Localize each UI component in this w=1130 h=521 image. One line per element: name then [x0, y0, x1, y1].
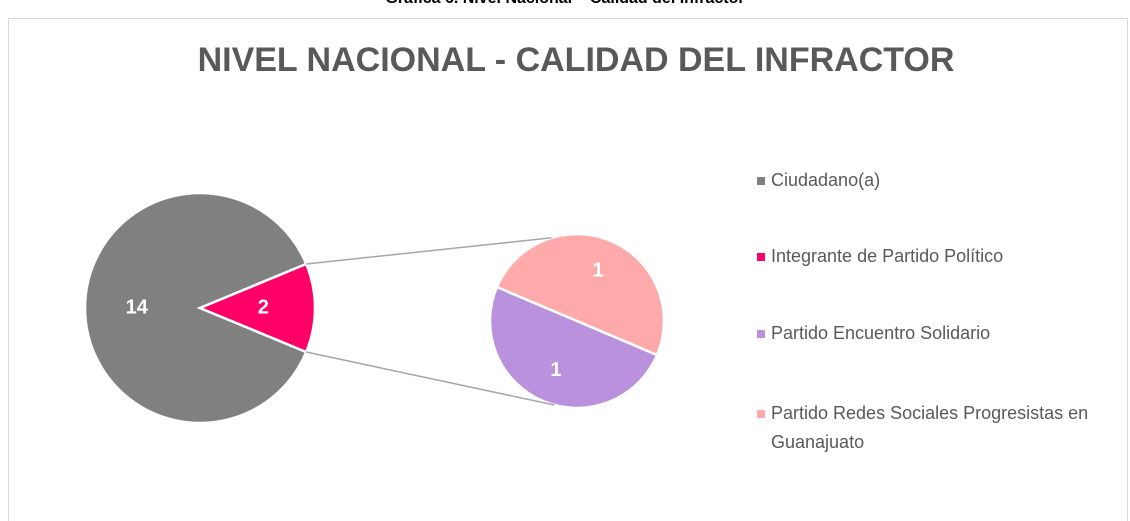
chart-frame: [8, 18, 1128, 521]
connector-line: [306, 237, 552, 265]
data-label: 14: [126, 296, 149, 318]
caption: Gráfica 6. Nivel Nacional – Calidad del …: [0, 0, 1130, 8]
data-label: 2: [258, 296, 269, 318]
pie-slice: [488, 285, 659, 410]
legend-swatch: [757, 177, 765, 185]
pie-slice: [495, 232, 666, 357]
data-label: 1: [550, 359, 561, 381]
legend-item: Partido Redes Sociales Progresistas en G…: [757, 399, 1117, 457]
legend-label: Ciudadano(a): [771, 170, 881, 190]
legend-swatch: [757, 410, 765, 418]
legend-label: Integrante de Partido Político: [771, 246, 1004, 266]
pie-slice: [83, 191, 308, 425]
chart-title: NIVEL NACIONAL - CALIDAD DEL INFRACTOR: [198, 41, 955, 79]
data-label: 1: [593, 260, 604, 282]
legend: Ciudadano(a) Integrante de Partido Políti…: [757, 166, 1117, 457]
legend-label: Partido Redes Sociales Progresistas en G…: [771, 403, 1089, 452]
legend-label: Partido Encuentro Solidario: [771, 323, 991, 343]
legend-item: Ciudadano(a): [757, 166, 1117, 195]
legend-item: Integrante de Partido Político: [757, 242, 1117, 271]
pie-slice: [196, 262, 317, 354]
legend-swatch: [757, 330, 765, 338]
legend-item: Partido Encuentro Solidario: [757, 319, 1117, 348]
legend-swatch: [757, 253, 765, 261]
connector-line: [306, 351, 555, 406]
